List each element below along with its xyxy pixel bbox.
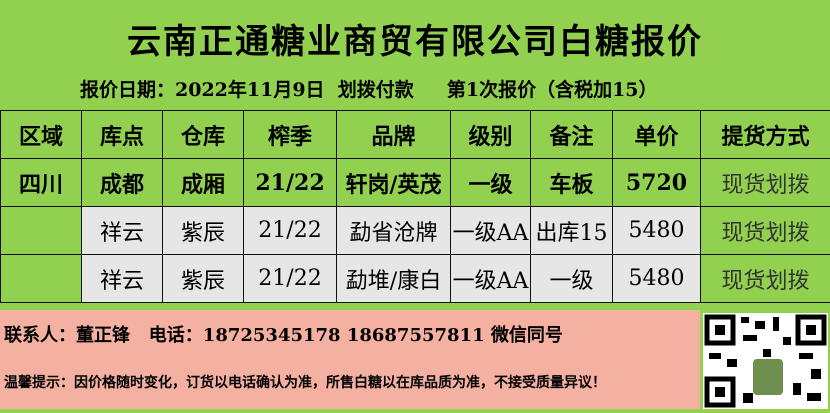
cell: 一级 xyxy=(531,255,613,303)
cell: 出库15 xyxy=(531,207,613,255)
page-title: 云南正通糖业商贸有限公司白糖报价 xyxy=(0,14,830,63)
cell: 勐省沧牌 xyxy=(337,207,451,255)
cell: 紫辰 xyxy=(163,207,244,255)
cell: 一级AA xyxy=(451,207,531,255)
qr-code-image xyxy=(703,313,828,409)
header-cell: 提货方式 xyxy=(701,111,830,159)
cell: 现货划拨 xyxy=(701,159,830,207)
header-cell: 库点 xyxy=(82,111,163,159)
cell: 祥云 xyxy=(82,207,163,255)
footer: 联系人：董正锋 电话：18725345178 18687557811 微信同号 … xyxy=(0,310,700,409)
cell: 成厢 xyxy=(163,159,244,207)
cell: 5480 xyxy=(613,207,701,255)
table-row: 祥云 紫辰 21/22 勐省沧牌 一级AA 出库15 5480 现货划拨 xyxy=(1,207,830,255)
cell: 车板 xyxy=(531,159,613,207)
cell: 5720 xyxy=(613,159,701,207)
table-row: 四川 成都 成厢 21/22 轩岗/英茂 一级 车板 5720 现货划拨 xyxy=(1,159,830,207)
cell: 21/22 xyxy=(244,255,337,303)
quote-date-line: 报价日期：2022年11月9日 划拨付款 第1次报价（含税加15） xyxy=(80,75,658,102)
header-cell: 区域 xyxy=(1,111,82,159)
cell: 现货划拨 xyxy=(701,207,830,255)
header-cell: 品牌 xyxy=(337,111,451,159)
cell: 一级AA xyxy=(451,255,531,303)
table-header-row: 区域 库点 仓库 榨季 品牌 级别 备注 单价 提货方式 xyxy=(1,111,830,159)
cell: 5480 xyxy=(613,255,701,303)
cell xyxy=(1,207,82,255)
header-cell: 级别 xyxy=(451,111,531,159)
header-cell: 仓库 xyxy=(163,111,244,159)
cell: 现货划拨 xyxy=(701,255,830,303)
cell: 祥云 xyxy=(82,255,163,303)
cell: 轩岗/英茂 xyxy=(337,159,451,207)
contact-info: 联系人：董正锋 电话：18725345178 18687557811 微信同号 xyxy=(4,321,563,347)
cell: 四川 xyxy=(1,159,82,207)
table-row: 祥云 紫辰 21/22 勐堆/康白 一级AA 一级 5480 现货划拨 xyxy=(1,255,830,303)
header-cell: 榨季 xyxy=(244,111,337,159)
notice-text: 温馨提示：因价格随时变化，订货以电话确认为准，所售白糖以在库品质为准，不接受质量… xyxy=(4,372,606,392)
cell: 21/22 xyxy=(244,159,337,207)
price-table: 区域 库点 仓库 榨季 品牌 级别 备注 单价 提货方式 四川 成都 成厢 21… xyxy=(0,110,830,303)
header-cell: 单价 xyxy=(613,111,701,159)
cell: 勐堆/康白 xyxy=(337,255,451,303)
cell: 21/22 xyxy=(244,207,337,255)
cell xyxy=(1,255,82,303)
cell: 一级 xyxy=(451,159,531,207)
cell: 成都 xyxy=(82,159,163,207)
header-cell: 备注 xyxy=(531,111,613,159)
cell: 紫辰 xyxy=(163,255,244,303)
